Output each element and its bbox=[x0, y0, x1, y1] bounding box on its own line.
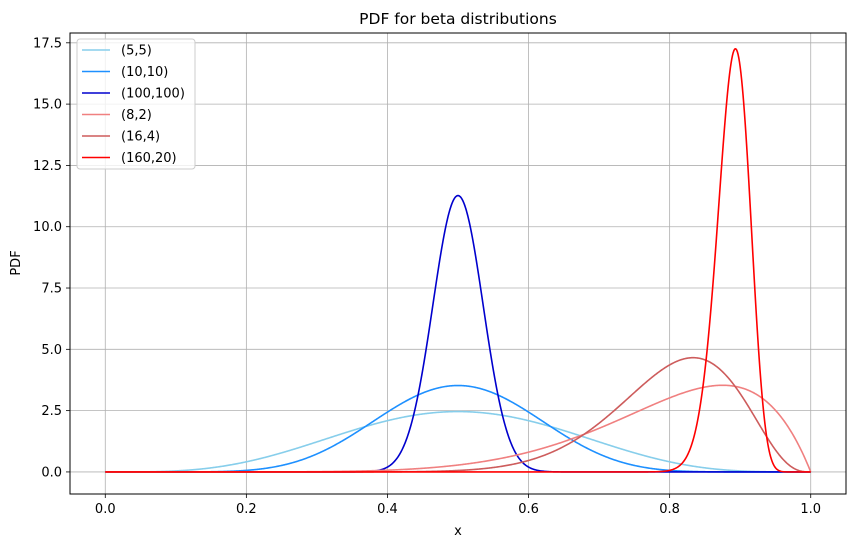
legend-entry-label: (100,100) bbox=[121, 87, 185, 102]
x-tick-label: 0.4 bbox=[377, 502, 398, 517]
series-line-5-5 bbox=[105, 410, 811, 473]
x-axis-ticks: 0.0 0.2 0.4 0.6 0.8 1.0 bbox=[95, 494, 821, 517]
y-tick-label: 12.5 bbox=[33, 159, 62, 174]
series-line-160-20 bbox=[105, 47, 811, 473]
series-lines bbox=[105, 47, 812, 473]
legend-entry-label: (5,5) bbox=[121, 44, 152, 59]
y-axis-label: PDF bbox=[9, 250, 24, 275]
y-tick-label: 5.0 bbox=[41, 343, 62, 358]
y-tick-label: 17.5 bbox=[33, 36, 62, 51]
x-tick-label: 0.2 bbox=[236, 502, 257, 517]
y-tick-label: 15.0 bbox=[33, 98, 62, 113]
y-tick-label: 2.5 bbox=[41, 404, 62, 419]
x-tick-label: 0.8 bbox=[659, 502, 680, 517]
plot-frame bbox=[69, 32, 847, 495]
legend-entry-label: (10,10) bbox=[121, 65, 168, 80]
x-tick-label: 0.0 bbox=[95, 502, 116, 517]
y-tick-label: 10.0 bbox=[33, 220, 62, 235]
chart-title: PDF for beta distributions bbox=[359, 10, 557, 28]
legend-box bbox=[76, 38, 196, 170]
y-tick-label: 7.5 bbox=[41, 282, 62, 297]
x-tick-label: 0.6 bbox=[518, 502, 539, 517]
y-tick-label: 0.0 bbox=[41, 465, 62, 480]
x-tick-label: 1.0 bbox=[800, 502, 821, 517]
legend-entry-label: (16,4) bbox=[121, 130, 160, 145]
x-axis-label: x bbox=[454, 524, 462, 539]
series-line-8-2 bbox=[105, 384, 812, 473]
legend: (5,5) (10,10) (100,100) (8,2) (16,4) (160,20) bbox=[76, 38, 196, 170]
series-line-10-10 bbox=[105, 384, 811, 473]
y-axis-ticks: 0.0 2.5 5.0 7.5 10.0 12.5 15.0 17.5 bbox=[33, 36, 70, 480]
grid bbox=[70, 33, 846, 494]
legend-entry-label: (8,2) bbox=[121, 108, 152, 123]
legend-entry-label: (160,20) bbox=[121, 151, 177, 166]
series-line-100-100 bbox=[105, 194, 811, 473]
